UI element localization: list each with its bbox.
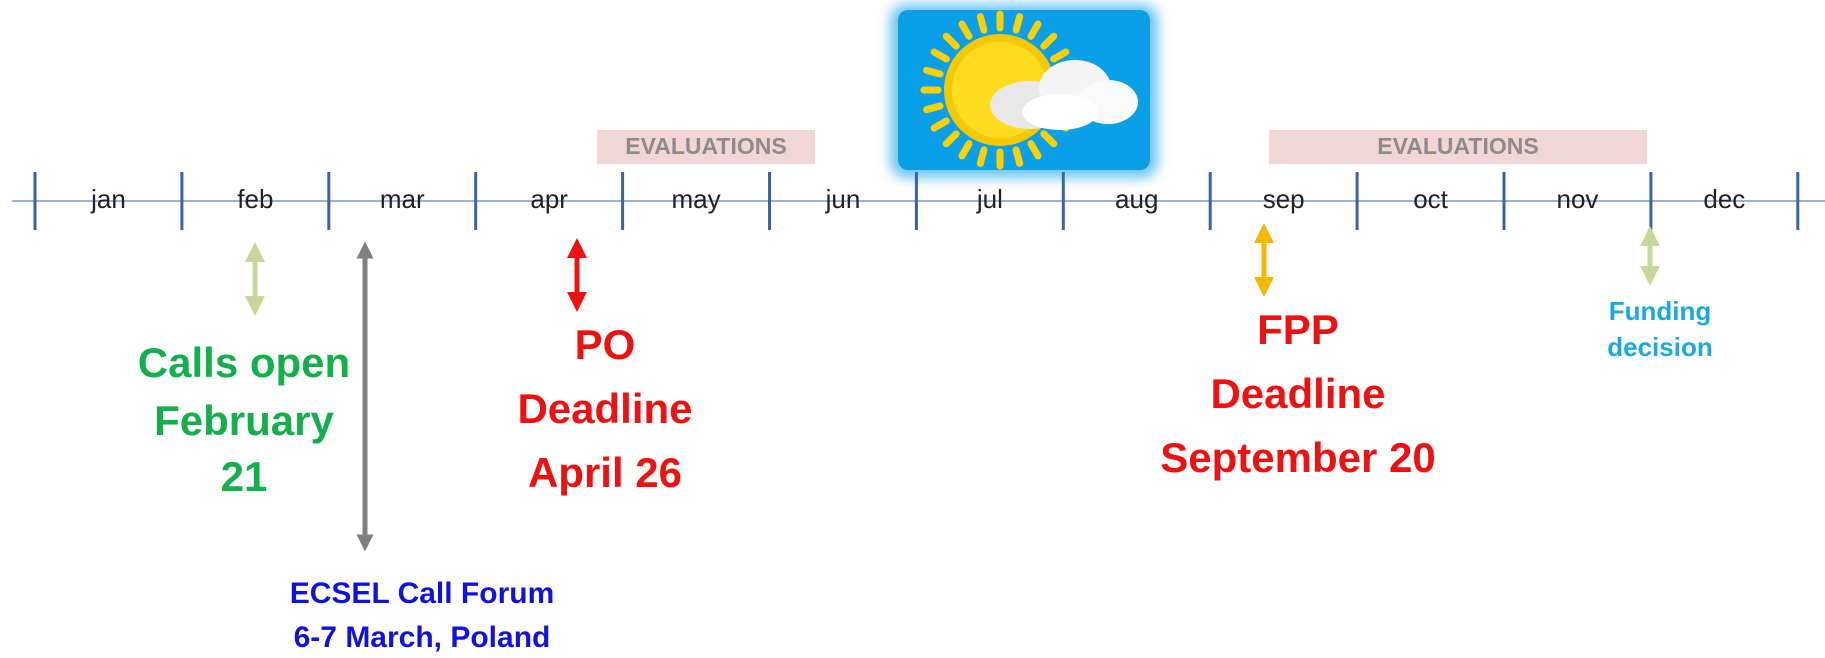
calls-open-text: 21 xyxy=(221,453,268,500)
timeline-diagram: EVALUATIONS EVALUATIONS jan feb mar apr may j… xyxy=(0,0,1825,658)
forum-text: 6-7 March, Poland xyxy=(294,621,551,654)
funding-text: Funding xyxy=(1609,296,1712,326)
month-label: jan xyxy=(90,184,126,214)
sun-ray xyxy=(927,70,941,74)
po-text: April 26 xyxy=(528,449,682,496)
month-label: mar xyxy=(380,184,425,214)
month-label: dec xyxy=(1703,184,1745,214)
sun-ray xyxy=(1016,17,1020,31)
month-label: jun xyxy=(825,184,861,214)
month-label: oct xyxy=(1413,184,1448,214)
month-label: sep xyxy=(1263,184,1305,214)
evaluation-label: EVALUATIONS xyxy=(625,133,786,159)
fpp-text: Deadline xyxy=(1210,370,1385,417)
po-text: PO xyxy=(575,321,636,368)
sun-icon xyxy=(890,4,1158,178)
sun-ray xyxy=(980,150,984,164)
calls-open-text: February xyxy=(154,397,334,444)
sun-ray xyxy=(927,106,941,110)
calls-open-text: Calls open xyxy=(138,339,350,386)
month-label: nov xyxy=(1556,184,1598,214)
month-label: feb xyxy=(237,184,273,214)
po-text: Deadline xyxy=(517,385,692,432)
month-label: aug xyxy=(1115,184,1158,214)
sun-ray xyxy=(1016,150,1020,164)
month-label: apr xyxy=(530,184,568,214)
funding-text: decision xyxy=(1607,332,1712,362)
month-label: jul xyxy=(976,184,1003,214)
sun-ray xyxy=(980,17,984,31)
evaluation-label: EVALUATIONS xyxy=(1377,133,1538,159)
fpp-text: September 20 xyxy=(1160,434,1435,481)
fpp-text: FPP xyxy=(1257,306,1339,353)
month-label: may xyxy=(671,184,720,214)
forum-text: ECSEL Call Forum xyxy=(290,577,555,610)
